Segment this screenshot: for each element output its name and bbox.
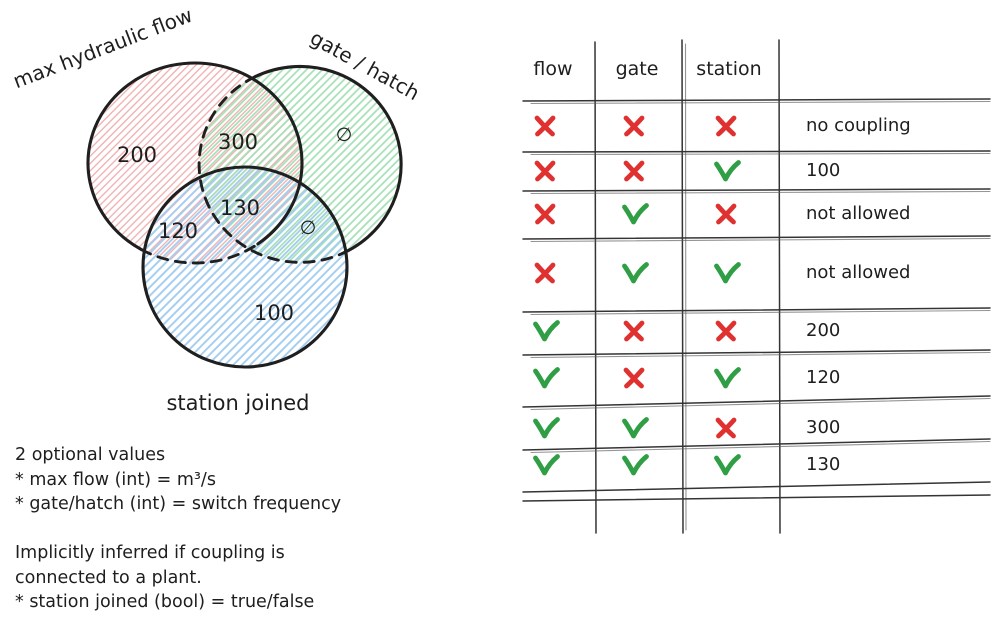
region-flow-gate: 300 bbox=[217, 130, 259, 154]
cross-icon bbox=[712, 113, 742, 139]
result-label: not allowed bbox=[806, 203, 911, 224]
region-gate-only: ∅ bbox=[335, 124, 353, 146]
result-label: 100 bbox=[806, 160, 841, 181]
check-icon bbox=[620, 201, 650, 227]
column-header-gate: gate bbox=[615, 58, 659, 80]
cross-icon bbox=[531, 201, 561, 227]
result-label: no coupling bbox=[806, 115, 911, 136]
station-circle-outline bbox=[141, 165, 349, 369]
note-optional-item-1: * max flow (int) = m³/s bbox=[15, 469, 216, 490]
check-icon bbox=[531, 452, 561, 478]
note-optional-item-2: * gate/hatch (int) = switch frequency bbox=[15, 494, 342, 515]
region-gate-station: ∅ bbox=[299, 217, 317, 239]
check-icon bbox=[712, 260, 742, 286]
region-station-only: 100 bbox=[253, 301, 295, 325]
check-icon bbox=[620, 260, 650, 286]
cross-icon bbox=[620, 158, 650, 184]
cross-icon bbox=[620, 365, 650, 391]
check-icon bbox=[620, 452, 650, 478]
gate-circle-hidden-arc bbox=[197, 75, 346, 264]
column-header-flow: flow bbox=[533, 58, 573, 80]
cross-icon bbox=[620, 113, 650, 139]
flow-circle-hidden-arc bbox=[140, 242, 260, 265]
region-flow-station: 120 bbox=[157, 219, 199, 243]
column-header-station: station bbox=[696, 58, 762, 80]
region-flow-only: 200 bbox=[116, 143, 158, 167]
venn-label-station: station joined bbox=[166, 391, 310, 415]
note-optional-title: 2 optional values bbox=[15, 445, 166, 465]
note-implicit-line-2: connected to a plant. bbox=[15, 567, 202, 588]
result-label: 130 bbox=[806, 454, 841, 475]
result-label: 200 bbox=[806, 320, 841, 341]
station-circle-fill bbox=[143, 167, 347, 367]
check-icon bbox=[712, 365, 742, 391]
check-icon bbox=[531, 365, 561, 391]
check-icon bbox=[620, 415, 650, 441]
cross-icon bbox=[712, 318, 742, 344]
cross-icon bbox=[712, 201, 742, 227]
result-label: 300 bbox=[806, 417, 841, 438]
flow-circle-outline bbox=[86, 61, 304, 252]
cross-icon bbox=[531, 260, 561, 286]
check-icon bbox=[712, 158, 742, 184]
cross-icon bbox=[531, 113, 561, 139]
cross-icon bbox=[712, 415, 742, 441]
check-icon bbox=[531, 415, 561, 441]
note-optional-values: 2 optional values * max flow (int) = m³/… bbox=[15, 443, 341, 517]
cross-icon bbox=[531, 158, 561, 184]
result-label: not allowed bbox=[806, 262, 911, 283]
note-implicit: Implicitly inferred if coupling is conne… bbox=[15, 541, 314, 615]
note-implicit-line-1: Implicitly inferred if coupling is bbox=[15, 543, 285, 563]
check-icon bbox=[712, 452, 742, 478]
region-center: 130 bbox=[219, 196, 261, 220]
cross-icon bbox=[620, 318, 650, 344]
check-icon bbox=[531, 318, 561, 344]
note-implicit-item-1: * station joined (bool) = true/false bbox=[15, 592, 315, 613]
result-label: 120 bbox=[806, 367, 841, 388]
gate-circle-outline bbox=[253, 64, 403, 255]
